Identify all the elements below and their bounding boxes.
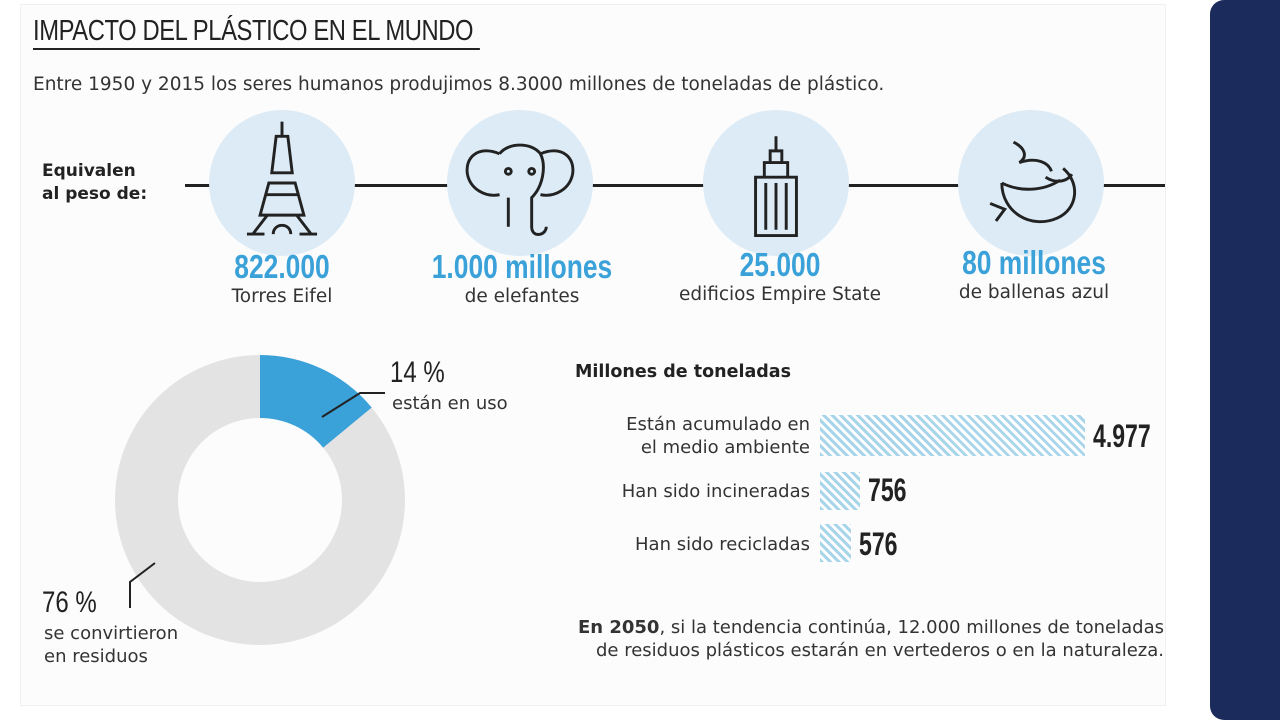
footer-note: En 2050, si la tendencia continúa, 12.00…	[452, 616, 1164, 662]
footer-line: de residuos plásticos estarán en vertede…	[595, 640, 1164, 661]
equivalent-eiffel: 822.000 Torres Eifel	[152, 248, 412, 308]
elephant-icon	[447, 110, 593, 256]
empire-state-icon	[703, 110, 849, 256]
equivalent-caption: de elefantes	[464, 286, 580, 307]
bar-recycled	[820, 524, 851, 562]
equivalent-value: 1.000 millones	[431, 248, 613, 285]
bar-label: Están acumulado en el medio ambiente	[626, 413, 810, 459]
bar-value: 756	[868, 472, 907, 508]
slide-side-panel	[1210, 0, 1280, 720]
donut-label-14: 14 %	[390, 356, 445, 389]
bar-incinerated	[820, 472, 861, 510]
bar-label: Han sido recicladas	[635, 534, 810, 555]
bar-value: 4.977	[1093, 418, 1151, 454]
whale-icon	[958, 110, 1104, 256]
equivalent-label: Equivalen al peso de:	[42, 160, 147, 206]
bar-label-line: Están acumulado en	[626, 414, 810, 435]
equivalent-whales: 80 millones de ballenas azul	[904, 244, 1164, 304]
subtitle: Entre 1950 y 2015 los seres humanos prod…	[33, 74, 885, 95]
donut-slice	[114, 355, 405, 645]
bar-label-line: el medio ambiente	[640, 437, 810, 458]
equivalent-label-line: al peso de:	[42, 184, 148, 204]
footer-bold: En 2050	[577, 617, 660, 638]
caption-line: en residuos	[44, 646, 148, 667]
equivalent-caption: Torres Eifel	[231, 286, 333, 307]
donut-label-76: 76 %	[42, 586, 97, 619]
bar-value: 576	[858, 526, 898, 562]
equivalent-caption: de ballenas azul	[958, 282, 1110, 303]
eiffel-tower-icon	[209, 110, 355, 256]
equivalent-label-line: Equivalen	[42, 161, 136, 181]
bar-label: Han sido incineradas	[621, 481, 810, 502]
footer-line: , si la tendencia continúa, 12.000 millo…	[659, 617, 1164, 638]
equivalent-value: 80 millones	[962, 244, 1106, 281]
donut-leaders	[129, 392, 385, 608]
donut-chart	[114, 355, 405, 645]
bar-environment	[820, 415, 1085, 456]
leader-line-76	[129, 562, 156, 608]
equivalent-value: 25.000	[739, 246, 821, 283]
page-title: IMPACTO DEL PLÁSTICO EN EL MUNDO	[33, 14, 480, 50]
donut-slice	[260, 355, 372, 448]
equivalent-elephants: 1.000 millones de elefantes	[392, 248, 652, 308]
equivalent-value: 822.000	[234, 248, 330, 285]
equivalent-empire-state: 25.000 edificios Empire State	[650, 246, 910, 306]
donut-caption-76: se convirtieron en residuos	[44, 622, 178, 668]
caption-line: se convirtieron	[44, 623, 179, 644]
bar-chart-title: Millones de toneladas	[575, 362, 792, 382]
timeline-line	[185, 184, 1165, 187]
equivalent-caption: edificios Empire State	[678, 284, 882, 305]
leader-line-14	[321, 392, 385, 418]
donut-caption-14: están en uso	[392, 393, 508, 414]
